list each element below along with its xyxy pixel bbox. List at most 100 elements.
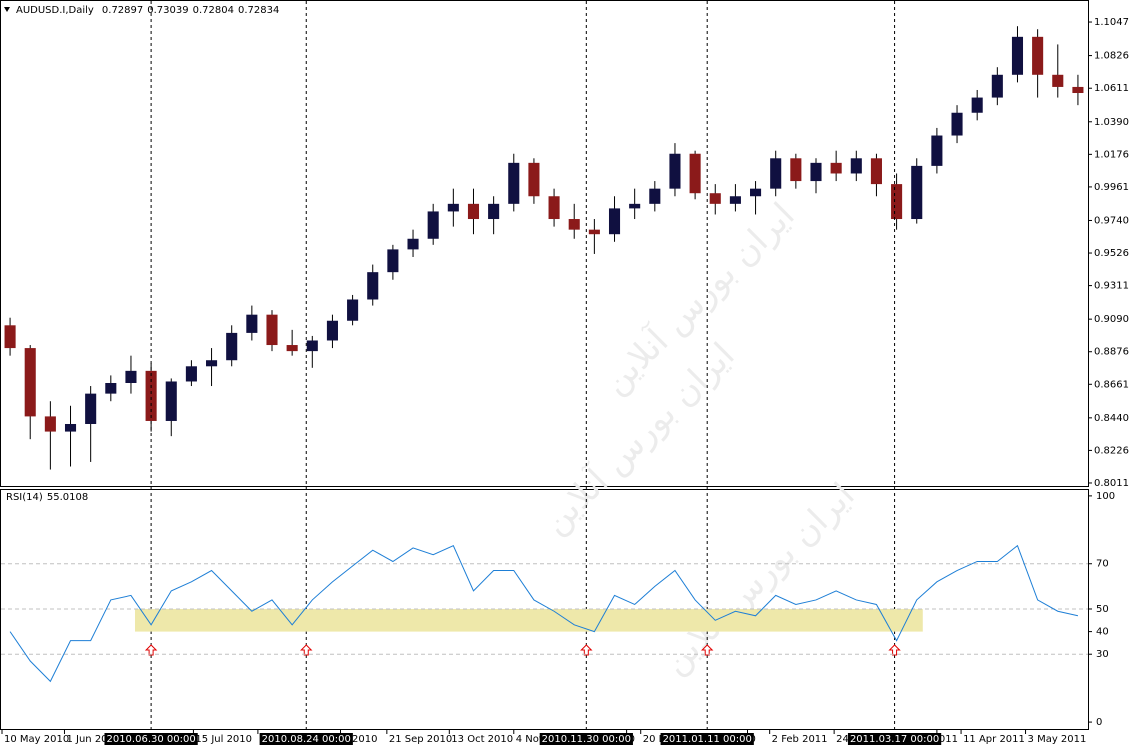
y-tick-label: 0.97405 bbox=[1094, 215, 1129, 226]
candle-body bbox=[64, 423, 77, 432]
marker-label: 2011.03.17 00:00 bbox=[850, 734, 939, 745]
x-tick-label: 24 F bbox=[836, 734, 858, 745]
rsi-title: RSI(14) bbox=[6, 492, 43, 503]
candle-body bbox=[870, 158, 882, 185]
signal-arrow bbox=[580, 644, 593, 656]
x-tick-label: 15 Jul 2010 bbox=[195, 734, 252, 745]
candle-body bbox=[1072, 86, 1084, 94]
candle-body bbox=[830, 162, 842, 174]
x-tick-label: 20 De bbox=[643, 734, 673, 745]
candle-body bbox=[326, 320, 338, 341]
candle-body bbox=[185, 366, 197, 382]
candle-body bbox=[508, 162, 520, 204]
candle-body bbox=[85, 393, 97, 424]
candle-body bbox=[729, 196, 741, 204]
y-tick-label: 100 bbox=[1096, 491, 1115, 502]
candle-body bbox=[286, 345, 298, 352]
candle-body bbox=[226, 332, 238, 361]
candle-body bbox=[387, 249, 399, 273]
y-tick-label: 0.99615 bbox=[1094, 182, 1129, 193]
x-tick-label: 1 Jun 2010 bbox=[66, 734, 120, 745]
y-tick-label: 1.10475 bbox=[1094, 17, 1129, 28]
x-tick-label: 21 Sep 2010 bbox=[389, 734, 452, 745]
y-tick-label: 0 bbox=[1096, 717, 1102, 728]
y-tick-label: 1.06115 bbox=[1094, 83, 1129, 94]
zone bbox=[134, 608, 923, 632]
candle-body bbox=[165, 381, 177, 421]
marker-label-bg bbox=[539, 733, 633, 745]
ohlc-value: 0.73039 bbox=[147, 5, 188, 16]
menu-triangle bbox=[4, 7, 10, 12]
x-tick-label: 13 Oct 2010 bbox=[451, 734, 513, 745]
candle-body bbox=[931, 135, 943, 166]
candle-body bbox=[608, 208, 621, 235]
candle-body bbox=[790, 158, 802, 182]
price-panel bbox=[0, 0, 1089, 487]
candle-body bbox=[246, 314, 258, 333]
candle-body bbox=[347, 299, 359, 321]
candle-body bbox=[528, 162, 540, 197]
y-tick-label: 0.84405 bbox=[1094, 413, 1129, 424]
candle-body bbox=[105, 382, 117, 394]
marker-label-bg bbox=[847, 733, 942, 745]
candle-body bbox=[488, 203, 500, 220]
x-tick-label: g 2010 bbox=[343, 734, 378, 745]
signal-arrow bbox=[144, 644, 158, 656]
signal-arrow bbox=[888, 644, 901, 656]
candle-body bbox=[911, 165, 923, 220]
candle-body bbox=[689, 153, 701, 194]
y-tick-label: 70 bbox=[1096, 559, 1109, 570]
signal-arrow bbox=[700, 644, 714, 656]
candle-body bbox=[407, 238, 419, 250]
ohlc-value: 0.72834 bbox=[238, 5, 279, 16]
candle-body bbox=[447, 203, 459, 212]
candle-body bbox=[24, 348, 36, 417]
candle-body bbox=[991, 74, 1003, 98]
candle-body bbox=[145, 370, 157, 421]
candle-body bbox=[1052, 74, 1064, 87]
candle-body bbox=[588, 229, 600, 235]
candle-body bbox=[266, 314, 278, 346]
candle-body bbox=[467, 203, 480, 220]
y-tick-label: 30 bbox=[1096, 649, 1109, 660]
marker-label: 2010.11.30 00:00 bbox=[542, 734, 631, 745]
candle-body bbox=[649, 188, 661, 204]
x-tick-label: 3 May 2011 bbox=[1028, 734, 1087, 745]
marker-label: 2011.01.11 00:00 bbox=[663, 734, 752, 745]
marker-label-bg bbox=[259, 733, 353, 745]
candle-body bbox=[125, 370, 137, 383]
marker-label: 2010.06.30 00:00 bbox=[106, 734, 195, 745]
ohlc-value: 0.72897 bbox=[102, 5, 143, 16]
x-tick-label: 011 bbox=[939, 734, 958, 745]
y-tick-label: 0.90905 bbox=[1094, 314, 1129, 325]
candle-body bbox=[971, 97, 983, 113]
y-tick-label: 0.93115 bbox=[1094, 281, 1129, 292]
candle-body bbox=[1011, 36, 1024, 75]
x-tick-label: 10 May 2010 bbox=[4, 734, 69, 745]
candle-body bbox=[629, 203, 641, 209]
y-tick-label: 1.03905 bbox=[1094, 117, 1129, 128]
candle-body bbox=[750, 188, 762, 197]
y-tick-label: 1.08265 bbox=[1094, 51, 1129, 62]
candle-body bbox=[427, 211, 439, 239]
candle-body bbox=[850, 158, 862, 174]
candle-body bbox=[709, 193, 721, 204]
x-tick-label: 2 Feb 2011 bbox=[772, 734, 828, 745]
candle-body bbox=[669, 153, 681, 189]
marker-label: 2010.08.24 00:00 bbox=[262, 734, 351, 745]
candle-body bbox=[206, 360, 218, 367]
candle-body bbox=[568, 219, 580, 230]
symbol-title: AUDUSD.I,Daily bbox=[16, 5, 94, 16]
x-tick-label: 4 Nov 2 bbox=[516, 734, 555, 745]
candle-body bbox=[4, 325, 16, 349]
candle-body bbox=[44, 416, 56, 432]
signal-arrow bbox=[300, 644, 313, 656]
candle-body bbox=[770, 158, 782, 189]
ohlc-value: 0.72804 bbox=[193, 5, 234, 16]
rsi-line bbox=[9, 544, 1079, 683]
y-tick-label: 40 bbox=[1096, 627, 1109, 638]
